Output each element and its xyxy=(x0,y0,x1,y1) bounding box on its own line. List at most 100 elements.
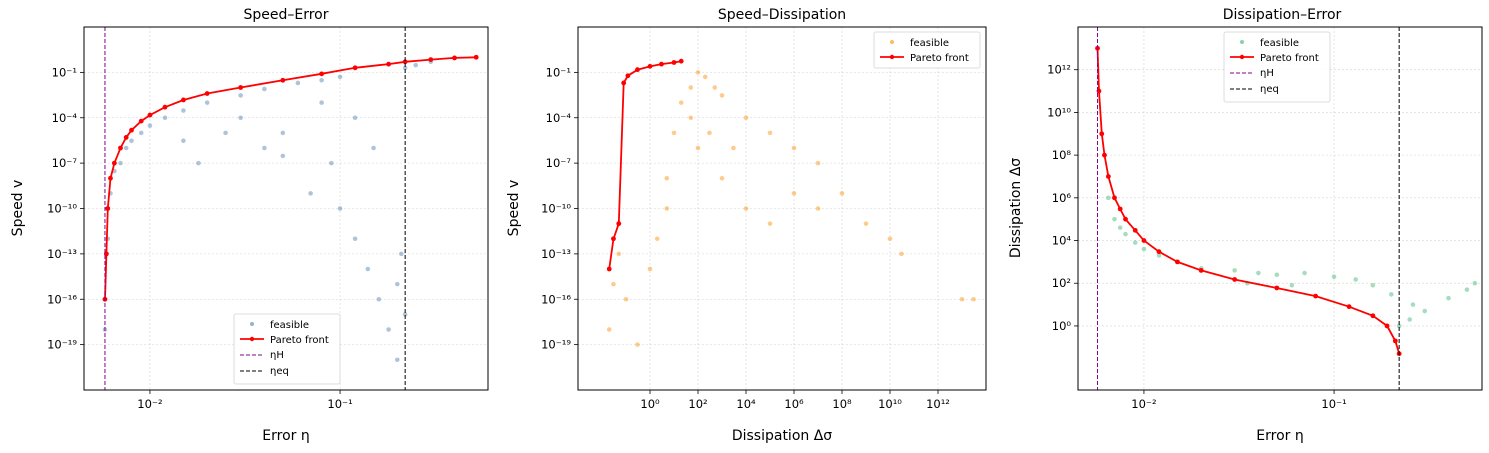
pareto-point xyxy=(238,85,244,90)
panel1-grid xyxy=(84,27,488,390)
feasible-point xyxy=(1407,317,1413,322)
feasible-point xyxy=(319,77,324,83)
pareto-point xyxy=(473,54,479,60)
feasible-point xyxy=(654,236,660,242)
feasible-point xyxy=(678,100,684,105)
feasible-point xyxy=(1117,225,1123,230)
feasible-point xyxy=(196,160,201,166)
pareto-point xyxy=(1156,249,1162,255)
pareto-point xyxy=(1346,304,1352,310)
feasible-point xyxy=(262,86,267,92)
panel3-legend-pareto: Pareto front xyxy=(1260,53,1319,64)
feasible-point xyxy=(1302,270,1307,276)
feasible-point xyxy=(791,145,797,151)
feasible-point xyxy=(1388,292,1394,297)
feasible-point xyxy=(1232,268,1237,273)
feasible-point xyxy=(1112,216,1117,222)
feasible-point xyxy=(204,100,210,105)
feasible-point xyxy=(1132,240,1138,245)
feasible-point xyxy=(262,145,267,151)
feasible-point xyxy=(319,100,324,105)
feasible-point xyxy=(707,130,712,136)
feasible-point xyxy=(1274,272,1280,278)
feasible-point xyxy=(1353,277,1359,282)
panel3-ylabel: Dissipation Δσ xyxy=(1008,158,1024,258)
pareto-point xyxy=(621,80,627,86)
y-tick-label: 10⁻¹⁰ xyxy=(47,202,77,216)
y-tick-label: 10⁻¹⁹ xyxy=(47,338,77,352)
pareto-point xyxy=(671,60,677,65)
panel3-legend-etaH: ηH xyxy=(1260,68,1274,79)
y-tick-label: 10⁸ xyxy=(1052,148,1072,162)
feasible-point xyxy=(1370,283,1376,288)
pareto-point xyxy=(659,61,664,67)
pareto-point xyxy=(181,97,186,103)
pareto-point xyxy=(1132,227,1138,233)
feasible-point xyxy=(767,221,773,226)
feasible-point xyxy=(719,175,725,181)
panel3-legend-feasible-marker xyxy=(1240,40,1244,44)
feasible-point xyxy=(308,191,313,196)
feasible-point xyxy=(1464,287,1470,292)
panel1-xlabel: Error η xyxy=(262,428,309,444)
panel2-legend-feasible-marker xyxy=(890,40,894,44)
pareto-point xyxy=(123,135,129,140)
feasible-point xyxy=(688,115,694,121)
pareto-point xyxy=(129,127,134,133)
y-tick-label: 10⁻¹ xyxy=(546,65,571,79)
feasible-point xyxy=(399,251,404,257)
feasible-point xyxy=(181,108,186,113)
pareto-point xyxy=(1392,338,1398,344)
feasible-point xyxy=(815,206,821,211)
feasible-point xyxy=(1446,295,1451,301)
feasible-point xyxy=(1331,274,1337,280)
feasible-point xyxy=(1289,283,1295,288)
pareto-point xyxy=(319,71,325,77)
pareto-point xyxy=(616,221,622,227)
feasible-point xyxy=(181,138,186,144)
pareto-point xyxy=(606,266,612,272)
panel3-ticks: 10⁻² 10⁻¹ 10⁰ 10² 10⁴ 10⁶ 10⁸ 10¹⁰ 10¹² xyxy=(1047,63,1347,411)
y-tick-label: 10⁻⁷ xyxy=(546,156,572,170)
panel2-legend-feasible: feasible xyxy=(910,38,949,49)
panel1-legend-etaH: ηH xyxy=(270,350,284,361)
feasible-point xyxy=(623,296,629,302)
panel3-xlabel: Error η xyxy=(1256,428,1303,444)
feasible-point xyxy=(671,130,677,136)
panel3-title: Dissipation–Error xyxy=(1223,7,1342,23)
x-tick-label: 10⁰ xyxy=(640,397,660,411)
pareto-front-line xyxy=(104,56,477,300)
x-tick-label: 10¹⁰ xyxy=(878,397,902,411)
feasible-point xyxy=(1141,246,1147,252)
feasible-point xyxy=(147,123,153,128)
feasible-point xyxy=(118,160,123,166)
x-tick-label: 10⁻² xyxy=(137,397,162,411)
x-tick-label: 10¹² xyxy=(926,397,950,411)
feasible-point xyxy=(394,281,400,287)
feasible-point xyxy=(695,145,701,151)
pareto-point xyxy=(352,65,358,71)
feasible-point xyxy=(352,236,358,242)
pareto-point xyxy=(1384,323,1390,329)
panel1-legend-pareto-marker xyxy=(249,336,255,342)
panel2-ylabel: Speed v xyxy=(506,180,522,237)
feasible-point xyxy=(337,206,343,211)
feasible-point xyxy=(295,80,301,86)
feasible-point xyxy=(863,221,869,226)
feasible-point xyxy=(664,175,670,181)
pareto-point xyxy=(1099,131,1105,137)
feasible-point xyxy=(413,62,419,68)
feasible-point xyxy=(280,153,286,159)
pareto-point xyxy=(1141,238,1147,243)
feasible-point xyxy=(664,206,670,211)
feasible-point xyxy=(238,93,243,98)
feasible-point xyxy=(352,115,358,121)
pareto-point xyxy=(678,58,684,64)
x-tick-label: 10⁶ xyxy=(784,397,804,411)
y-tick-label: 10⁻¹⁶ xyxy=(541,292,571,306)
feasible-point xyxy=(712,85,718,90)
pareto-point xyxy=(1198,267,1204,273)
pareto-point xyxy=(280,77,286,83)
y-tick-label: 10⁻¹ xyxy=(52,65,77,79)
